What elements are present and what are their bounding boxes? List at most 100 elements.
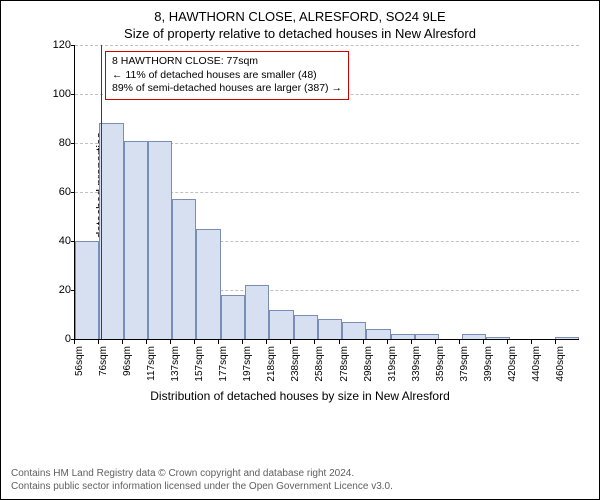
x-tick: 197sqm bbox=[242, 340, 266, 385]
bar bbox=[486, 337, 510, 339]
x-tick-label: 238sqm bbox=[290, 346, 301, 382]
callout-box: 8 HAWTHORN CLOSE: 77sqm ← 11% of detache… bbox=[105, 51, 349, 100]
x-tick: 137sqm bbox=[170, 340, 194, 385]
x-tick-mark bbox=[170, 340, 171, 344]
x-tick-label: 197sqm bbox=[242, 346, 253, 382]
x-tick-label: 460sqm bbox=[555, 346, 566, 382]
x-tick-mark bbox=[387, 340, 388, 344]
x-tick-label: 339sqm bbox=[411, 346, 422, 382]
x-tick-label: 278sqm bbox=[339, 346, 350, 382]
x-axis-label: Distribution of detached houses by size … bbox=[11, 389, 589, 403]
x-tick-mark bbox=[411, 340, 412, 344]
bar bbox=[75, 241, 99, 339]
y-tick-label: 100 bbox=[47, 88, 71, 100]
x-tick: 177sqm bbox=[218, 340, 242, 385]
x-tick-mark bbox=[266, 340, 267, 344]
bar bbox=[415, 334, 439, 339]
x-tick-mark bbox=[194, 340, 195, 344]
x-tick-mark bbox=[242, 340, 243, 344]
x-tick: 359sqm bbox=[435, 340, 459, 385]
x-tick: 399sqm bbox=[483, 340, 507, 385]
chart-area: Number of detached properties 8 HAWTHORN… bbox=[56, 45, 579, 385]
bar bbox=[99, 123, 123, 339]
y-tick-label: 20 bbox=[47, 284, 71, 296]
bar bbox=[555, 337, 579, 339]
x-tick: 319sqm bbox=[387, 340, 411, 385]
x-tick: 238sqm bbox=[290, 340, 314, 385]
bar bbox=[148, 141, 172, 339]
x-tick-mark bbox=[122, 340, 123, 344]
x-tick-mark bbox=[483, 340, 484, 344]
x-tick: 218sqm bbox=[266, 340, 290, 385]
footer: Contains HM Land Registry data © Crown c… bbox=[11, 468, 589, 493]
x-tick-mark bbox=[363, 340, 364, 344]
x-tick-label: 157sqm bbox=[194, 346, 205, 382]
x-tick: 460sqm bbox=[555, 340, 579, 385]
x-tick-mark bbox=[218, 340, 219, 344]
y-tick-mark bbox=[71, 241, 75, 242]
y-tick-label: 60 bbox=[47, 186, 71, 198]
y-tick-mark bbox=[71, 290, 75, 291]
x-tick: 96sqm bbox=[122, 340, 146, 385]
x-tick-label: 379sqm bbox=[459, 346, 470, 382]
x-tick-mark bbox=[435, 340, 436, 344]
chart-container: 8, HAWTHORN CLOSE, ALRESFORD, SO24 9LE S… bbox=[0, 0, 600, 500]
y-tick-mark bbox=[71, 192, 75, 193]
x-tick-label: 218sqm bbox=[266, 346, 277, 382]
x-tick: 339sqm bbox=[411, 340, 435, 385]
footer-line2: Contains public sector information licen… bbox=[11, 481, 589, 494]
page-title: 8, HAWTHORN CLOSE, ALRESFORD, SO24 9LE bbox=[11, 9, 589, 24]
x-ticks: 56sqm 76sqm96sqm 117sqm137sqm 157sqm 177sqm 1… bbox=[74, 340, 579, 385]
x-tick-label: 319sqm bbox=[387, 346, 398, 382]
plot-region: 8 HAWTHORN CLOSE: 77sqm ← 11% of detache… bbox=[74, 45, 579, 340]
x-tick-label: 399sqm bbox=[483, 346, 494, 382]
x-tick-label: 137sqm bbox=[170, 346, 181, 382]
x-tick-label: 420sqm bbox=[507, 346, 518, 382]
x-tick-label: 258sqm bbox=[314, 346, 325, 382]
x-tick: 298sqm bbox=[363, 340, 387, 385]
x-tick-mark bbox=[98, 340, 99, 344]
marker-line bbox=[101, 45, 102, 339]
x-tick: 440sqm bbox=[531, 340, 555, 385]
bar bbox=[366, 329, 390, 339]
bar bbox=[196, 229, 220, 339]
bar bbox=[221, 295, 245, 339]
y-tick-label: 80 bbox=[47, 137, 71, 149]
x-tick: 76sqm bbox=[98, 340, 122, 385]
y-tick-label: 0 bbox=[47, 333, 71, 345]
x-tick-mark bbox=[555, 340, 556, 344]
x-tick: 420sqm bbox=[507, 340, 531, 385]
x-tick-mark bbox=[314, 340, 315, 344]
x-tick: 278sqm bbox=[339, 340, 363, 385]
x-tick: 258sqm bbox=[314, 340, 338, 385]
x-tick-label: 359sqm bbox=[435, 346, 446, 382]
y-tick-label: 40 bbox=[47, 235, 71, 247]
x-tick: 157sqm bbox=[194, 340, 218, 385]
bar bbox=[269, 310, 293, 339]
x-tick-mark bbox=[146, 340, 147, 344]
x-tick-label: 298sqm bbox=[363, 346, 374, 382]
y-tick-mark bbox=[71, 94, 75, 95]
callout-line3: 89% of semi-detached houses are larger (… bbox=[112, 82, 342, 96]
x-tick: 379sqm bbox=[459, 340, 483, 385]
callout-line1: 8 HAWTHORN CLOSE: 77sqm bbox=[112, 55, 342, 69]
bar bbox=[342, 322, 366, 339]
x-tick-label: 96sqm bbox=[122, 346, 133, 376]
x-tick: 56sqm bbox=[74, 340, 98, 385]
y-tick-mark bbox=[71, 143, 75, 144]
x-tick-mark bbox=[507, 340, 508, 344]
x-tick: 117sqm bbox=[146, 340, 170, 385]
x-tick-mark bbox=[339, 340, 340, 344]
bar bbox=[462, 334, 486, 339]
bar bbox=[245, 285, 269, 339]
x-tick-label: 440sqm bbox=[531, 346, 542, 382]
x-tick-label: 177sqm bbox=[218, 346, 229, 382]
bar bbox=[172, 199, 196, 339]
footer-line1: Contains HM Land Registry data © Crown c… bbox=[11, 468, 589, 481]
bar bbox=[318, 319, 342, 339]
x-tick-label: 56sqm bbox=[74, 346, 85, 376]
bar bbox=[294, 315, 318, 340]
x-tick-mark bbox=[531, 340, 532, 344]
y-tick-mark bbox=[71, 45, 75, 46]
x-tick-mark bbox=[74, 340, 75, 344]
